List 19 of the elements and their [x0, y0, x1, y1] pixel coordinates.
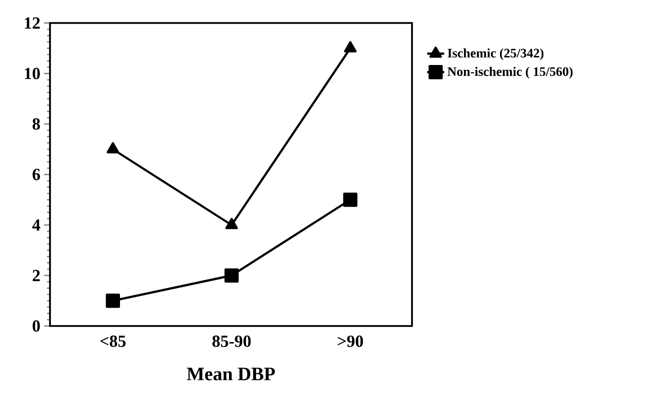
y-tick-label: 0: [32, 320, 40, 332]
y-tick-label: 2: [32, 270, 40, 282]
legend-label: Ischemic (25/342): [448, 48, 544, 60]
y-tick-label: 10: [24, 68, 40, 80]
y-tick-label: 6: [32, 168, 40, 180]
x-axis-title: Mean DBP: [186, 368, 275, 380]
x-tick-label: 85-90: [212, 336, 251, 347]
x-tick-label: <85: [100, 336, 126, 347]
point: [225, 218, 238, 230]
point: [343, 192, 358, 207]
y-tick-label: 12: [24, 17, 40, 29]
x-tick-label: >90: [338, 336, 363, 347]
y-tick-label: 8: [32, 118, 40, 130]
point: [344, 41, 357, 52]
point: [106, 142, 120, 154]
point: [106, 294, 120, 308]
y-tick-label: 4: [32, 219, 40, 231]
point: [224, 268, 239, 283]
legend-label: Non-ischemic ( 15/560): [448, 66, 573, 79]
